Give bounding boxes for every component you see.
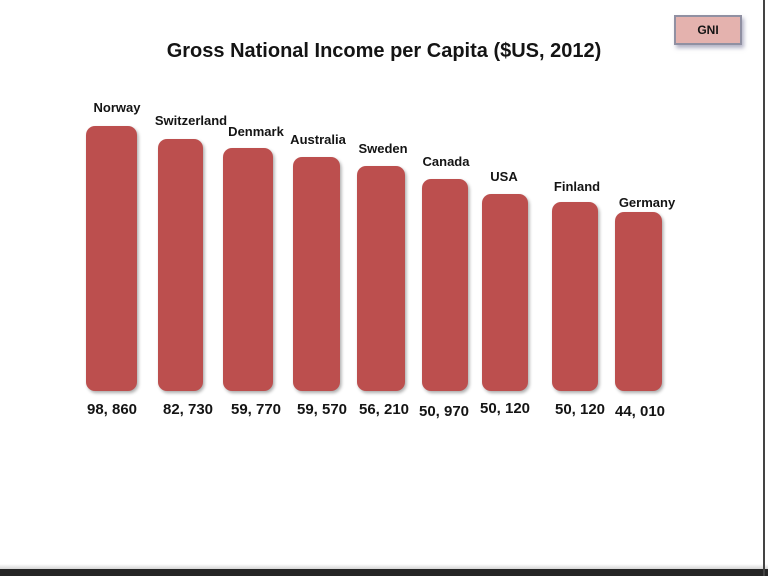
value-label-germany: 44, 010	[614, 403, 666, 420]
category-label-finland: Finland	[553, 179, 601, 194]
value-label-canada: 50, 970	[418, 403, 470, 420]
bar-switzerland	[158, 139, 203, 391]
bottom-frame-shadow	[0, 564, 768, 569]
bar-finland	[552, 202, 598, 391]
bar-germany	[615, 212, 662, 391]
bar-usa	[482, 194, 528, 391]
value-label-australia: 59, 570	[296, 401, 348, 418]
category-label-sweden: Sweden	[358, 141, 408, 156]
category-label-usa: USA	[490, 169, 518, 184]
bar-denmark	[223, 148, 273, 391]
chart-title: Gross National Income per Capita ($US, 2…	[166, 40, 602, 62]
category-label-germany: Germany	[618, 195, 676, 210]
value-label-sweden: 56, 210	[358, 401, 410, 418]
category-label-canada: Canada	[422, 154, 470, 169]
category-label-denmark: Denmark	[228, 124, 284, 139]
category-label-australia: Australia	[290, 132, 346, 147]
gni-legend-label: GNI	[697, 23, 719, 37]
bottom-frame-bar	[0, 569, 768, 576]
value-label-switzerland: 82, 730	[162, 401, 214, 418]
value-label-norway: 98, 860	[86, 401, 138, 418]
bar-australia	[293, 157, 340, 391]
value-label-denmark: 59, 770	[230, 401, 282, 418]
category-label-norway: Norway	[93, 100, 141, 115]
right-frame-line	[763, 0, 765, 576]
gni-legend-button[interactable]: GNI	[674, 15, 742, 45]
bar-norway	[86, 126, 137, 391]
category-label-switzerland: Switzerland	[154, 113, 228, 128]
bar-canada	[422, 179, 468, 391]
bar-sweden	[357, 166, 405, 391]
value-label-usa: 50, 120	[479, 400, 531, 417]
value-label-finland: 50, 120	[554, 401, 606, 418]
